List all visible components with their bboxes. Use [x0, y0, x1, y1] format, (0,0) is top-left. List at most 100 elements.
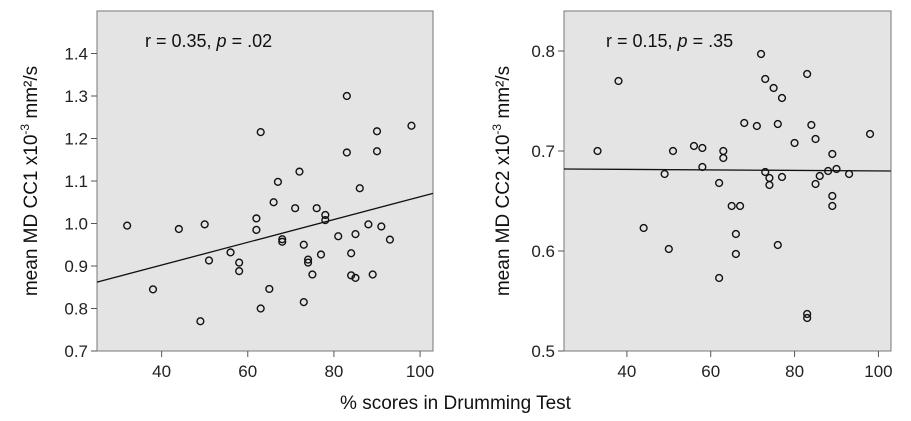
- y-axis-right: 0.5 0.6 0.7 0.8: [531, 42, 564, 361]
- panel-right: 0.5 0.6 0.7 0.8 40 60 80 100 r = 0.15, p = .35…: [490, 10, 893, 381]
- data-point-left: [252, 214, 261, 223]
- plot-area-left: [96, 10, 434, 352]
- y-tick-label-left: 1.2: [64, 130, 88, 149]
- data-point-left: [407, 121, 416, 130]
- data-point-right: [803, 69, 812, 79]
- data-point-right: [715, 178, 724, 188]
- data-point-left: [299, 298, 308, 307]
- data-point-left: [200, 220, 209, 229]
- data-point-left: [123, 221, 132, 230]
- y-tick-label-left: 1.3: [64, 87, 88, 106]
- data-point-right: [828, 201, 837, 211]
- data-point-left: [278, 235, 287, 244]
- data-point-right: [664, 244, 673, 254]
- data-point-right: [668, 146, 678, 156]
- y-tick-label-left: 0.8: [64, 300, 88, 319]
- data-point-left: [334, 232, 343, 241]
- data-point-right: [844, 169, 854, 179]
- data-point-left: [321, 210, 330, 220]
- data-point-right: [719, 153, 728, 163]
- y-axis-left: 0.7 0.8 0.9 1.0 1.1 1.2 1.3 1.4: [64, 45, 97, 361]
- data-point-left: [347, 271, 356, 280]
- y-axis-title-left: mean MD CC1 x10-3 mm²/s: [18, 66, 42, 296]
- data-point-left: [342, 148, 351, 157]
- data-point-right: [815, 171, 824, 181]
- data-point-left: [299, 240, 308, 249]
- x-tick-label-right: 40: [617, 362, 636, 381]
- data-point-right: [698, 143, 707, 153]
- data-point-left: [372, 127, 382, 136]
- data-point-right: [731, 229, 740, 239]
- data-point-right: [811, 134, 820, 144]
- data-point-right: [735, 201, 745, 211]
- y-tick-label-left: 1.4: [64, 45, 88, 64]
- y-tick-label-right: 0.6: [531, 242, 555, 261]
- data-point-left: [235, 267, 244, 276]
- data-point-left: [273, 177, 283, 186]
- y-tick-label-right: 0.5: [531, 342, 555, 361]
- data-point-right: [803, 309, 812, 319]
- x-axis-left: 40 60 80 100: [152, 351, 434, 381]
- data-point-right: [731, 249, 740, 259]
- data-point-left: [372, 147, 382, 156]
- data-point-left: [342, 91, 351, 101]
- fit-line-right: [563, 168, 892, 172]
- data-point-right: [790, 138, 799, 148]
- x-tick-label-left: 80: [324, 362, 343, 381]
- points-left: [123, 91, 416, 326]
- y-tick-label-left: 0.7: [64, 342, 88, 361]
- data-point-right: [773, 119, 782, 129]
- data-point-right: [777, 172, 787, 182]
- data-point-right: [740, 118, 749, 128]
- data-point-left: [252, 225, 261, 234]
- data-point-right: [777, 93, 787, 103]
- x-axis-right: 40 60 80 100: [617, 351, 893, 381]
- data-point-left: [303, 258, 313, 267]
- data-point-right: [865, 129, 875, 139]
- data-point-left: [265, 284, 274, 294]
- data-point-right: [614, 76, 623, 86]
- data-point-right: [828, 191, 837, 201]
- data-point-left: [303, 255, 313, 264]
- data-point-left: [148, 285, 158, 294]
- data-point-right: [807, 120, 816, 130]
- data-point-right: [761, 167, 770, 177]
- data-point-left: [351, 273, 360, 283]
- data-point-left: [295, 167, 304, 176]
- data-point-right: [824, 166, 833, 176]
- data-point-left: [196, 317, 205, 326]
- annotation-left: r = 0.35, p = .02: [145, 31, 272, 51]
- data-point-right: [811, 179, 820, 189]
- data-point-left: [256, 128, 265, 137]
- plot-area-right: [563, 10, 892, 352]
- x-tick-label-right: 60: [701, 362, 720, 381]
- data-point-right: [715, 273, 724, 283]
- data-point-left: [269, 198, 278, 207]
- data-point-left: [355, 184, 364, 193]
- y-tick-label-right: 0.7: [531, 142, 555, 161]
- data-point-right: [727, 201, 736, 211]
- data-point-left: [368, 270, 377, 279]
- data-point-left: [278, 237, 287, 246]
- y-tick-label-right: 0.8: [531, 42, 555, 61]
- x-tick-label-right: 100: [864, 362, 892, 381]
- data-point-left: [316, 250, 326, 259]
- data-point-left: [204, 256, 214, 265]
- fit-line-left: [96, 192, 434, 283]
- panel-left: 0.7 0.8 0.9 1.0 1.1 1.2 1.3 1.4 40 60 80 100 r = 0…: [18, 10, 434, 381]
- y-tick-label-left: 1.1: [64, 172, 88, 191]
- data-point-left: [226, 248, 235, 257]
- y-tick-label-left: 0.9: [64, 257, 88, 276]
- x-tick-label-left: 100: [406, 362, 434, 381]
- y-tick-label-left: 1.0: [64, 215, 88, 234]
- data-point-right: [689, 141, 699, 151]
- data-point-right: [698, 162, 707, 172]
- data-point-left: [351, 230, 360, 239]
- annotation-right: r = 0.15, p = .35: [606, 31, 733, 51]
- data-point-left: [174, 224, 183, 234]
- y-axis-title-right: mean MD CC2 x10-3 mm²/s: [490, 66, 514, 296]
- data-point-left: [312, 204, 321, 213]
- data-point-right: [752, 121, 761, 131]
- data-point-right: [803, 313, 812, 323]
